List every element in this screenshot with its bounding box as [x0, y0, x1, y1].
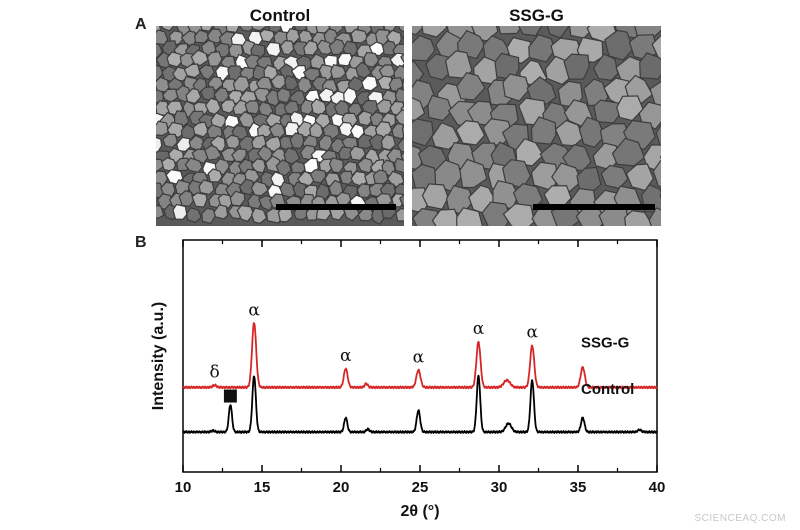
peak-annotation: δ: [209, 362, 219, 382]
x-tick-label: 15: [254, 479, 271, 496]
ssg-g-image-title: SSG-G: [509, 6, 564, 25]
x-tick-label: 40: [649, 479, 666, 496]
peak-annotation: α: [473, 319, 485, 339]
ssg-g-sem-grains: [412, 26, 661, 226]
control-image-title: Control: [249, 6, 311, 25]
control-sem-image: [156, 26, 404, 226]
x-tick-label: 20: [333, 479, 350, 496]
peak-annotation: ■: [222, 385, 238, 405]
peak-annotation: α: [526, 323, 538, 343]
y-axis-label: Intensity (a.u.): [150, 302, 167, 410]
watermark: SCIENCEAQ.COM: [694, 513, 786, 524]
x-tick-label: 10: [175, 479, 192, 496]
x-tick-label: 25: [412, 479, 429, 496]
ssg-g-sem-image: [412, 26, 661, 226]
peak-annotation: α: [248, 300, 260, 320]
peak-annotation: α: [413, 347, 425, 367]
series-label-control: Control: [581, 381, 634, 398]
control-scale-bar: [276, 204, 396, 210]
panel-a-letter: A: [135, 16, 147, 33]
control-sem-grains: [156, 26, 404, 226]
series-label-ssg-g: SSG-G: [581, 334, 629, 351]
x-axis-label: 2θ (°): [400, 503, 439, 520]
ssg-g-scale-bar: [533, 204, 655, 210]
x-tick-label: 35: [570, 479, 587, 496]
series-line-ssg-g: [182, 322, 658, 390]
series-line-control: [182, 374, 658, 434]
panel-b-letter: B: [135, 234, 147, 251]
peak-annotation: α: [340, 346, 352, 366]
x-tick-label: 30: [491, 479, 508, 496]
